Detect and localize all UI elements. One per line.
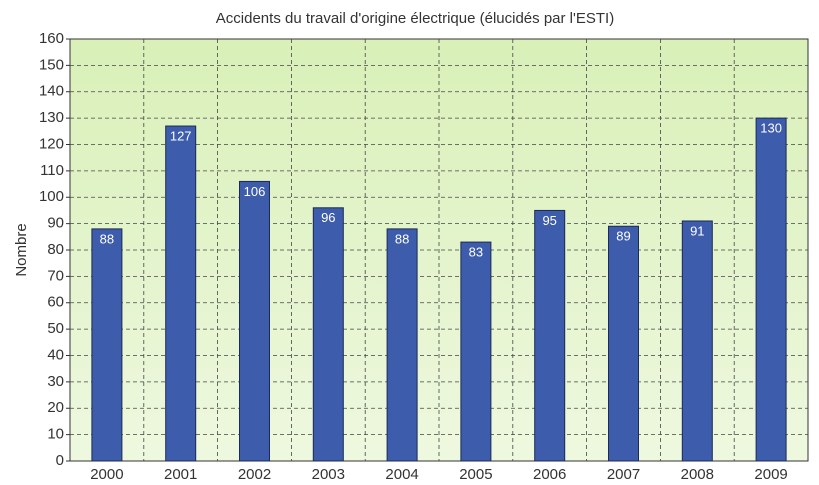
x-tick-label: 2000 [90, 466, 123, 483]
y-tick-label: 120 [39, 135, 64, 152]
x-tick-label: 2002 [238, 466, 271, 483]
data-label: 83 [469, 245, 483, 260]
data-label: 130 [760, 121, 782, 136]
y-axis-label: Nombre [13, 223, 30, 276]
bar [534, 209, 566, 462]
bar [239, 180, 270, 462]
chart-title: Accidents du travail d'origine électriqu… [216, 10, 614, 27]
bar [312, 207, 344, 462]
y-tick-label: 160 [39, 30, 64, 47]
bar [91, 228, 123, 462]
x-tick-label: 2003 [312, 466, 345, 483]
bar [681, 220, 713, 462]
y-tick-label: 130 [39, 109, 64, 126]
y-tick-label: 20 [47, 399, 64, 416]
x-tick-label: 2004 [385, 466, 418, 483]
data-label: 95 [542, 213, 556, 228]
bar [165, 125, 197, 462]
y-tick-label: 100 [39, 188, 64, 205]
data-label: 127 [170, 128, 192, 143]
data-label: 88 [395, 231, 409, 246]
y-tick-label: 60 [47, 294, 64, 311]
y-tick-label: 150 [39, 56, 64, 73]
data-label: 106 [244, 184, 266, 199]
x-tick-label: 2001 [164, 466, 197, 483]
x-tick-label: 2006 [533, 466, 566, 483]
bar [608, 225, 639, 462]
bar [755, 117, 787, 462]
x-tick-label: 2005 [459, 466, 492, 483]
y-tick-label: 10 [47, 426, 64, 443]
data-label: 91 [690, 223, 704, 238]
y-tick-label: 80 [47, 241, 64, 258]
bar [386, 228, 418, 462]
y-tick-label: 140 [39, 83, 64, 100]
x-tick-label: 2009 [754, 466, 787, 483]
data-label: 88 [100, 231, 114, 246]
y-tick-label: 90 [47, 215, 64, 232]
data-label: 89 [616, 229, 630, 244]
y-tick-label: 30 [47, 373, 64, 390]
y-tick-label: 0 [56, 452, 64, 469]
y-tick-label: 110 [40, 162, 64, 179]
y-tick-label: 50 [47, 320, 64, 337]
x-tick-label: 2007 [607, 466, 640, 483]
y-tick-label: 70 [47, 267, 64, 284]
data-label: 96 [321, 210, 335, 225]
y-tick-label: 40 [47, 346, 64, 363]
bar [460, 241, 492, 462]
x-tick-label: 2008 [681, 466, 714, 483]
